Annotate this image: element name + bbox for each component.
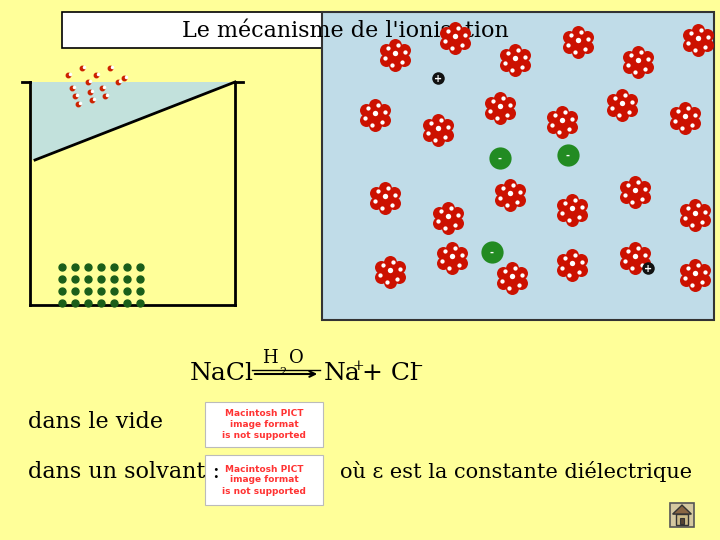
Text: NaCl: NaCl xyxy=(190,362,254,386)
Text: -: - xyxy=(490,247,494,258)
Polygon shape xyxy=(32,82,234,160)
Text: Na: Na xyxy=(324,362,361,386)
Text: Macintosh PICT: Macintosh PICT xyxy=(225,409,303,418)
Text: +: + xyxy=(644,264,652,273)
Text: −: − xyxy=(412,359,423,373)
Bar xyxy=(322,12,714,320)
Text: +: + xyxy=(434,73,442,84)
Text: + Cl: + Cl xyxy=(362,362,418,386)
Bar xyxy=(205,455,323,505)
Text: -: - xyxy=(566,151,570,160)
Text: 2: 2 xyxy=(279,367,286,377)
Text: Le mécanisme de l'ionisation: Le mécanisme de l'ionisation xyxy=(181,20,508,42)
Polygon shape xyxy=(672,505,691,514)
Text: dans le vide: dans le vide xyxy=(28,411,163,433)
Bar xyxy=(32,82,233,305)
Text: Macintosh PICT: Macintosh PICT xyxy=(225,464,303,474)
Text: is not supported: is not supported xyxy=(222,431,306,440)
Bar xyxy=(675,514,688,524)
Text: H: H xyxy=(262,349,278,367)
Bar xyxy=(205,402,323,447)
Bar xyxy=(680,518,684,524)
Bar xyxy=(62,12,627,48)
Text: O: O xyxy=(289,349,304,367)
Text: -: - xyxy=(498,153,502,164)
Text: dans un solvant :: dans un solvant : xyxy=(28,461,220,483)
Text: image format: image format xyxy=(230,420,298,429)
Text: is not supported: is not supported xyxy=(222,487,306,496)
Text: image format: image format xyxy=(230,476,298,484)
Bar xyxy=(670,503,693,526)
Text: +: + xyxy=(353,359,364,373)
Text: où ε est la constante diélectrique: où ε est la constante diélectrique xyxy=(340,462,692,483)
